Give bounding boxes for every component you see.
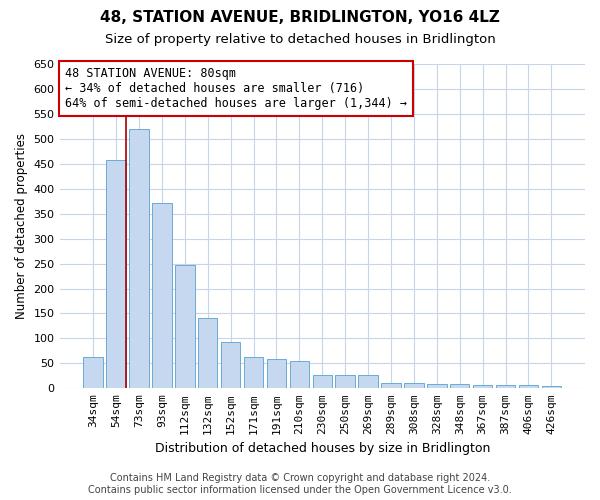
- Text: 48, STATION AVENUE, BRIDLINGTON, YO16 4LZ: 48, STATION AVENUE, BRIDLINGTON, YO16 4L…: [100, 10, 500, 25]
- Bar: [244, 357, 263, 388]
- Bar: [290, 361, 309, 388]
- Bar: [358, 376, 378, 388]
- Bar: [496, 385, 515, 388]
- Bar: [175, 264, 194, 388]
- Text: Size of property relative to detached houses in Bridlington: Size of property relative to detached ho…: [104, 32, 496, 46]
- Bar: [519, 386, 538, 388]
- Bar: [473, 386, 493, 388]
- Text: Contains HM Land Registry data © Crown copyright and database right 2024.
Contai: Contains HM Land Registry data © Crown c…: [88, 474, 512, 495]
- X-axis label: Distribution of detached houses by size in Bridlington: Distribution of detached houses by size …: [155, 442, 490, 455]
- Y-axis label: Number of detached properties: Number of detached properties: [15, 133, 28, 319]
- Bar: [427, 384, 446, 388]
- Bar: [221, 342, 241, 388]
- Bar: [381, 383, 401, 388]
- Bar: [129, 129, 149, 388]
- Bar: [313, 375, 332, 388]
- Bar: [198, 318, 217, 388]
- Bar: [542, 386, 561, 388]
- Text: 48 STATION AVENUE: 80sqm
← 34% of detached houses are smaller (716)
64% of semi-: 48 STATION AVENUE: 80sqm ← 34% of detach…: [65, 67, 407, 110]
- Bar: [83, 357, 103, 388]
- Bar: [450, 384, 469, 388]
- Bar: [152, 202, 172, 388]
- Bar: [404, 383, 424, 388]
- Bar: [335, 376, 355, 388]
- Bar: [106, 160, 126, 388]
- Bar: [267, 360, 286, 388]
